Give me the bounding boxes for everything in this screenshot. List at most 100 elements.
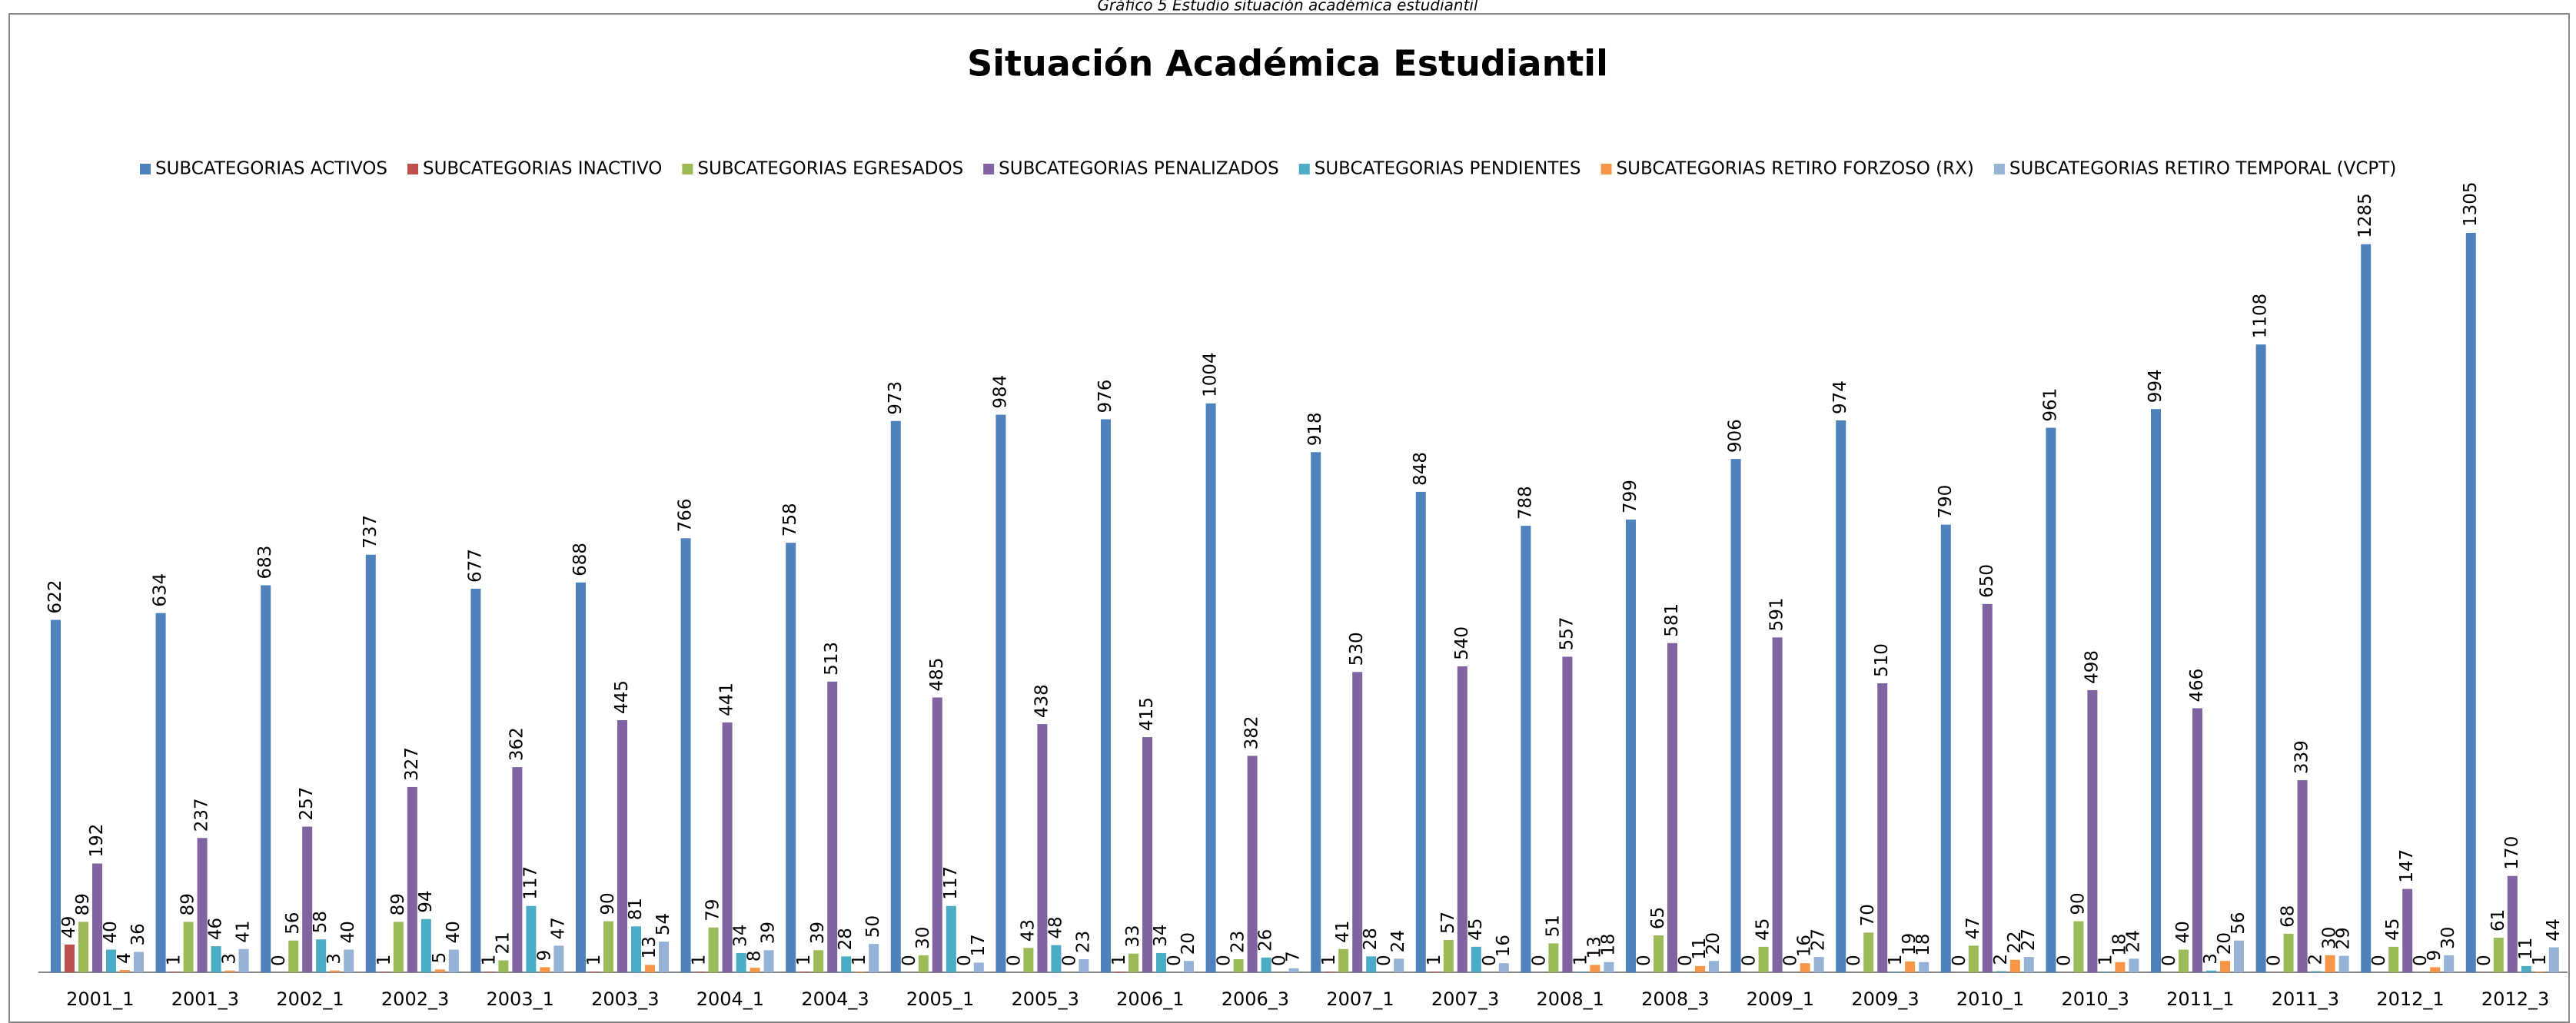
data-label: 11 bbox=[2516, 938, 2536, 960]
bar bbox=[659, 942, 669, 972]
bar bbox=[946, 905, 956, 972]
bar bbox=[2129, 958, 2139, 972]
data-label: 40 bbox=[444, 921, 464, 943]
data-label: 984 bbox=[990, 375, 1010, 409]
legend-label: SUBCATEGORIAS INACTIVO bbox=[423, 159, 662, 179]
data-label: 20 bbox=[1178, 932, 1198, 955]
data-label: 54 bbox=[653, 913, 673, 935]
bar bbox=[1156, 952, 1166, 972]
data-label: 33 bbox=[1123, 925, 1143, 947]
data-label: 30 bbox=[913, 927, 933, 949]
data-label: 688 bbox=[570, 543, 590, 576]
bar bbox=[2297, 780, 2308, 972]
bar bbox=[1079, 959, 1089, 972]
bar bbox=[1654, 935, 1664, 972]
legend-swatch bbox=[682, 164, 693, 174]
bar bbox=[1940, 524, 1951, 972]
x-tick-label: 2009_3 bbox=[1851, 988, 1919, 1010]
data-label: 0 bbox=[1676, 955, 1696, 966]
data-label: 918 bbox=[1305, 412, 1325, 446]
bar bbox=[344, 949, 354, 972]
data-label: 9 bbox=[534, 950, 554, 962]
bar bbox=[2206, 970, 2216, 972]
bar bbox=[1288, 968, 1299, 972]
x-tick-label: 2008_1 bbox=[1537, 988, 1604, 1010]
data-label: 3 bbox=[324, 953, 344, 965]
bar bbox=[2023, 957, 2034, 972]
data-label: 591 bbox=[1767, 597, 1787, 631]
data-label: 40 bbox=[101, 921, 121, 943]
data-label: 994 bbox=[2146, 369, 2166, 403]
bar bbox=[2087, 689, 2098, 972]
data-label: 56 bbox=[283, 912, 303, 934]
data-label: 485 bbox=[927, 658, 947, 692]
bar bbox=[869, 944, 879, 972]
bar bbox=[1968, 945, 1979, 972]
x-tick-label: 2012_1 bbox=[2376, 988, 2444, 1010]
bar bbox=[393, 922, 404, 972]
bar bbox=[2046, 427, 2056, 972]
legend-label: SUBCATEGORIAS ACTIVOS bbox=[155, 159, 387, 179]
x-tick-label: 2003_1 bbox=[487, 988, 554, 1010]
bar bbox=[1233, 959, 1244, 972]
data-label: 0 bbox=[2265, 955, 2285, 966]
bar bbox=[1800, 963, 1810, 972]
caption: Gráfico 5 Estudio situación académica es… bbox=[1097, 0, 1478, 15]
bar bbox=[2255, 344, 2266, 973]
data-label: 40 bbox=[2173, 921, 2193, 943]
data-label: 650 bbox=[1977, 564, 1997, 598]
data-label: 906 bbox=[1726, 419, 1746, 453]
bar bbox=[2115, 962, 2126, 972]
data-label: 0 bbox=[1949, 955, 1969, 966]
bar bbox=[470, 588, 481, 972]
bar bbox=[553, 945, 564, 972]
data-label: 49 bbox=[59, 916, 79, 938]
bar bbox=[498, 960, 509, 972]
data-label: 23 bbox=[1228, 931, 1248, 953]
bar bbox=[155, 613, 166, 972]
data-label: 8 bbox=[745, 950, 765, 962]
bar bbox=[2493, 938, 2504, 972]
data-label: 1285 bbox=[2355, 193, 2375, 238]
bar bbox=[786, 543, 796, 972]
data-label: 976 bbox=[1095, 380, 1115, 414]
data-label: 848 bbox=[1411, 452, 1431, 486]
data-label: 0 bbox=[1634, 955, 1654, 966]
data-label: 1 bbox=[1571, 955, 1590, 966]
data-label: 47 bbox=[1963, 917, 1983, 939]
bar bbox=[680, 538, 691, 972]
bar bbox=[722, 722, 733, 972]
data-label: 19 bbox=[1900, 933, 1920, 955]
bar bbox=[512, 767, 523, 972]
data-label: 1004 bbox=[1201, 352, 1221, 397]
bar bbox=[2521, 965, 2531, 972]
data-label: 70 bbox=[1858, 904, 1878, 926]
bar bbox=[1037, 724, 1048, 972]
data-label: 41 bbox=[1333, 920, 1353, 942]
data-label: 24 bbox=[1388, 930, 1408, 952]
data-label: 622 bbox=[45, 580, 65, 614]
data-label: 24 bbox=[2123, 930, 2143, 952]
data-label: 510 bbox=[1872, 643, 1892, 677]
data-label: 0 bbox=[2159, 955, 2179, 966]
bar bbox=[78, 922, 88, 972]
data-label: 0 bbox=[1004, 955, 1024, 966]
bar bbox=[134, 952, 144, 972]
data-label: 799 bbox=[1620, 480, 1640, 513]
legend-swatch bbox=[1600, 164, 1612, 174]
data-label: 327 bbox=[402, 747, 422, 781]
bar bbox=[1128, 953, 1138, 972]
data-label: 0 bbox=[1844, 955, 1864, 966]
bar bbox=[302, 826, 313, 972]
data-label: 1 bbox=[479, 955, 499, 966]
data-label: 147 bbox=[2397, 849, 2417, 883]
data-label: 683 bbox=[255, 546, 275, 580]
data-label: 56 bbox=[2229, 912, 2249, 934]
bar bbox=[407, 786, 417, 972]
data-label: 44 bbox=[2544, 918, 2564, 941]
data-label: 362 bbox=[507, 727, 527, 761]
data-label: 30 bbox=[2438, 927, 2458, 949]
legend-label: SUBCATEGORIAS EGRESADOS bbox=[697, 159, 963, 179]
data-label: 0 bbox=[1529, 955, 1549, 966]
x-tick-label: 2002_3 bbox=[381, 988, 449, 1010]
